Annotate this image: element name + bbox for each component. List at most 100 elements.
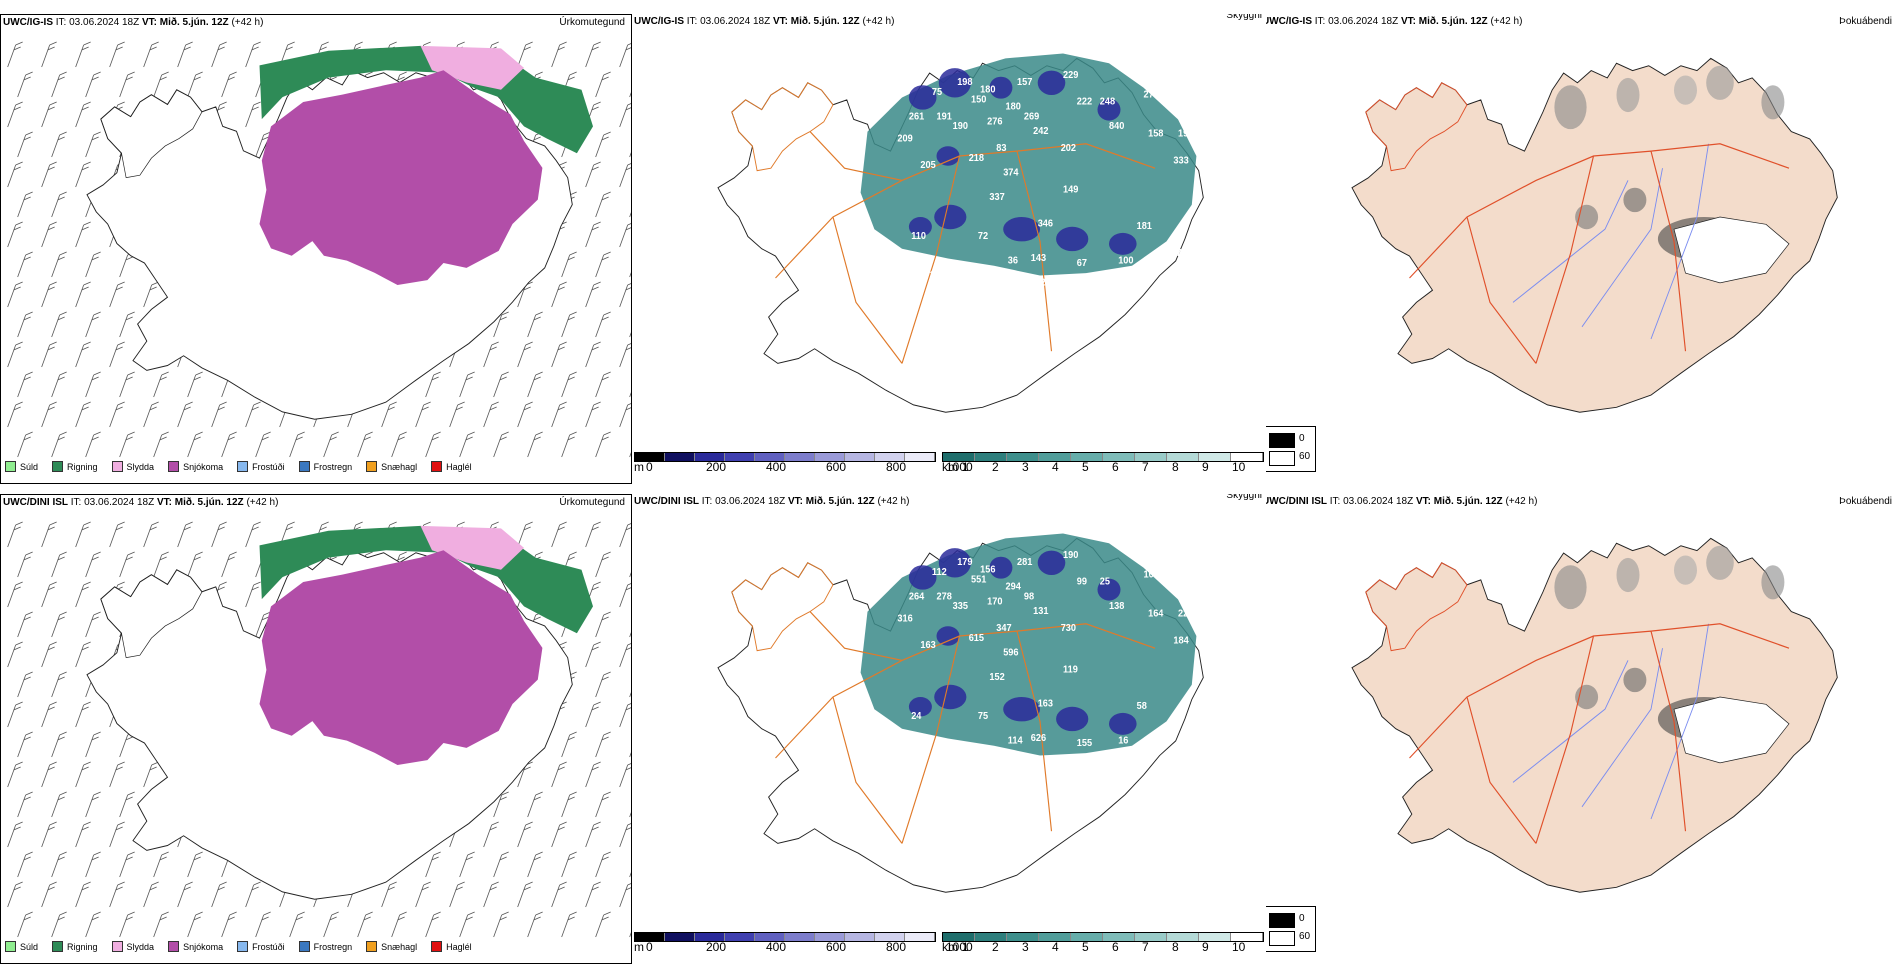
ceiling-value-label: 75	[978, 711, 988, 722]
precip-legend: Súld Rigning Slydda Snjókoma Frostúði Frostre…	[5, 941, 472, 952]
legend-swatch	[366, 941, 378, 952]
legend-label: Snjókoma	[183, 461, 224, 472]
legend-label: Rigning	[67, 461, 98, 472]
fog-area	[1554, 85, 1587, 130]
ceiling-value-label: 164	[1148, 608, 1164, 619]
precip-panel-title: Úrkomutegund	[559, 17, 625, 28]
legend-item: Snjókoma	[168, 941, 223, 952]
lead-time: (+42 h)	[231, 17, 264, 28]
ceiling-value-label: 278	[937, 591, 952, 602]
legend-swatch	[5, 941, 16, 952]
legend-label: Slydda	[126, 941, 155, 952]
low-ceiling-area	[908, 217, 932, 237]
model-name: UWC/DINI ISL	[1266, 496, 1327, 507]
visibility-scale-tick: 3	[1022, 460, 1029, 474]
ceiling-value-label: 374	[1003, 167, 1019, 178]
ceiling-value-label: 222	[1077, 97, 1092, 108]
ceiling-scale-tick: 800	[886, 460, 907, 474]
ceiling-value-label: 36	[1008, 255, 1018, 266]
ceiling-value-label: 67	[1077, 258, 1087, 269]
visibility-scale-tick: 4	[1052, 940, 1059, 954]
ceiling-value-label: 157	[1017, 77, 1032, 88]
vt-label: VT:	[1400, 16, 1416, 27]
ceiling-value-label: 163	[1038, 699, 1053, 710]
vt-value: Mið. 5.jún. 12Z	[790, 16, 860, 27]
ceiling-value-label: 98	[1024, 591, 1034, 602]
ceiling-value-label: 276	[987, 116, 1002, 127]
low-ceiling-area	[989, 76, 1013, 99]
it-label: IT:	[70, 497, 82, 508]
panel-header: UWC/IG-IS IT: 03.06.2024 18Z VT: Mið. 5.…	[1266, 16, 1522, 27]
ceiling-scale-tick: 400	[766, 940, 787, 954]
fog-panel-title: Þokuábendi	[1839, 496, 1892, 507]
ceiling-value-label: 269	[1024, 111, 1039, 122]
ceiling-scale-tick: 600	[826, 460, 847, 474]
coastline	[1351, 57, 1838, 413]
ceiling-value-label: 99	[1077, 577, 1087, 588]
legend-label: Rigning	[67, 941, 98, 952]
ceiling-value-label: 226	[1178, 608, 1193, 619]
model-name: UWC/IG-IS	[3, 17, 53, 28]
sleet-area	[420, 525, 524, 570]
legend-item: Snjókoma	[168, 461, 223, 472]
ceiling-value-label: 261	[909, 111, 924, 122]
legend-item: Frostregn	[298, 461, 352, 472]
precip-type-map	[7, 41, 631, 458]
ceiling-value-label: 596	[1003, 647, 1018, 658]
ceiling-value-label: 149	[1063, 184, 1078, 195]
legend-label: Snjókoma	[183, 941, 224, 952]
ceiling-value-label: 170	[1171, 248, 1186, 259]
low-ceiling-area	[908, 565, 937, 590]
ceiling-value-label: 156	[980, 564, 995, 575]
iceland-map	[86, 525, 593, 900]
road-network	[1409, 143, 1790, 364]
low-ceiling-area	[938, 548, 971, 578]
ceiling-value-label: 337	[989, 192, 1004, 203]
ceiling-value-label: 264	[909, 591, 925, 602]
ceiling-value-label: 150	[971, 94, 986, 105]
sleet-area	[420, 45, 524, 90]
ceiling-value-label: 346	[1038, 219, 1053, 230]
fog-area	[1706, 545, 1734, 580]
river-network	[1512, 143, 1709, 340]
low-ceiling-area	[1037, 70, 1066, 95]
visibility-ceiling-panel: 75 198 180 157 229 150 180 269 242 191 190 276 83 222…	[632, 14, 1266, 484]
legend-item: Slydda	[111, 941, 155, 952]
low-ceiling-area	[938, 68, 971, 98]
legend-label: Frostúði	[252, 461, 285, 472]
ceiling-value-label: 730	[1061, 623, 1076, 634]
legend-swatch	[111, 461, 123, 472]
panel-header: UWC/IG-IS IT: 03.06.2024 18Z VT: Mið. 5.…	[634, 16, 894, 27]
glacier	[1673, 696, 1790, 764]
ceiling-value-label: 294	[1006, 581, 1022, 592]
ceiling-value-label: 206	[902, 735, 917, 746]
it-label: IT:	[1329, 496, 1341, 507]
vt-label: VT:	[787, 496, 803, 507]
ceiling-value-label: 141	[930, 270, 945, 281]
ceiling-value-label: 170	[987, 596, 1002, 607]
legend-label: Frostúði	[252, 941, 285, 952]
low-ceiling-area	[989, 556, 1013, 579]
precip-legend: Súld Rigning Slydda Snjókoma Frostúði Frostre…	[5, 461, 472, 472]
key-black-swatch	[1269, 433, 1295, 448]
ceiling-value-label: 25	[1100, 577, 1110, 588]
vt-value: Mið. 5.jún. 12Z	[1418, 16, 1488, 27]
it-label: IT:	[701, 496, 713, 507]
key-black-value: 0	[1299, 433, 1305, 444]
ceiling-value-label: 152	[989, 672, 1004, 683]
ceiling-value-label: 551	[971, 574, 986, 585]
ceiling-value-label: 218	[969, 153, 984, 164]
ceiling-value-label: 180	[980, 84, 995, 95]
ceiling-scale-unit: m	[634, 460, 644, 474]
fog-area	[1761, 565, 1785, 600]
ceiling-value-label: 229	[1063, 70, 1078, 81]
legend-swatch	[237, 461, 249, 472]
visibility-scale-tick: 7	[1142, 460, 1149, 474]
legend-swatch	[298, 461, 310, 472]
key-black-swatch	[1269, 913, 1295, 928]
visibility-scale-tick: 5	[1082, 460, 1089, 474]
fog-area	[1674, 75, 1697, 105]
